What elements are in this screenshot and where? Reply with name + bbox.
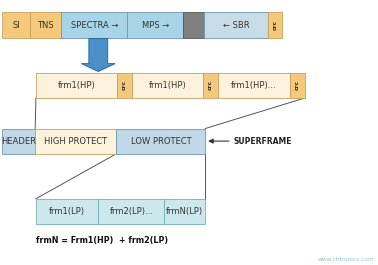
FancyBboxPatch shape [268, 12, 282, 38]
FancyBboxPatch shape [117, 73, 132, 98]
Text: frm1(LP): frm1(LP) [49, 207, 85, 216]
Text: SUPERFRAME: SUPERFRAME [234, 137, 292, 145]
FancyBboxPatch shape [36, 73, 117, 98]
FancyBboxPatch shape [132, 73, 203, 98]
FancyBboxPatch shape [164, 199, 205, 224]
Text: HIGH PROTECT: HIGH PROTECT [44, 137, 107, 145]
Text: ← SBR: ← SBR [223, 21, 249, 30]
Text: www.chtronics.com: www.chtronics.com [318, 257, 374, 262]
Text: MPS →: MPS → [142, 21, 169, 30]
Text: frm1(HP)...: frm1(HP)... [231, 81, 277, 90]
FancyBboxPatch shape [2, 129, 35, 154]
Text: TNS: TNS [37, 21, 54, 30]
FancyBboxPatch shape [116, 129, 205, 154]
Text: crc: crc [208, 81, 213, 90]
Text: crc: crc [122, 81, 127, 90]
FancyBboxPatch shape [30, 12, 61, 38]
Text: crc: crc [272, 20, 277, 30]
FancyBboxPatch shape [98, 199, 164, 224]
Text: frm1(HP): frm1(HP) [149, 81, 186, 90]
Text: frm1(HP): frm1(HP) [58, 81, 95, 90]
Text: crc: crc [295, 81, 300, 90]
Text: SI: SI [12, 21, 20, 30]
FancyBboxPatch shape [127, 12, 183, 38]
FancyBboxPatch shape [290, 73, 305, 98]
FancyBboxPatch shape [204, 12, 268, 38]
FancyBboxPatch shape [2, 12, 30, 38]
Text: frmN = Frm1(HP)  + frm2(LP): frmN = Frm1(HP) + frm2(LP) [36, 236, 168, 245]
FancyBboxPatch shape [218, 73, 290, 98]
Polygon shape [81, 38, 115, 72]
FancyBboxPatch shape [183, 12, 204, 38]
FancyBboxPatch shape [36, 199, 98, 224]
FancyBboxPatch shape [203, 73, 218, 98]
Text: LOW PROTECT: LOW PROTECT [130, 137, 191, 145]
FancyBboxPatch shape [61, 12, 127, 38]
FancyBboxPatch shape [35, 129, 116, 154]
Text: frm2(LP)...: frm2(LP)... [109, 207, 153, 216]
Text: HEADER: HEADER [1, 137, 36, 145]
Text: frmN(LP): frmN(LP) [166, 207, 203, 216]
Text: SPECTRA →: SPECTRA → [71, 21, 118, 30]
